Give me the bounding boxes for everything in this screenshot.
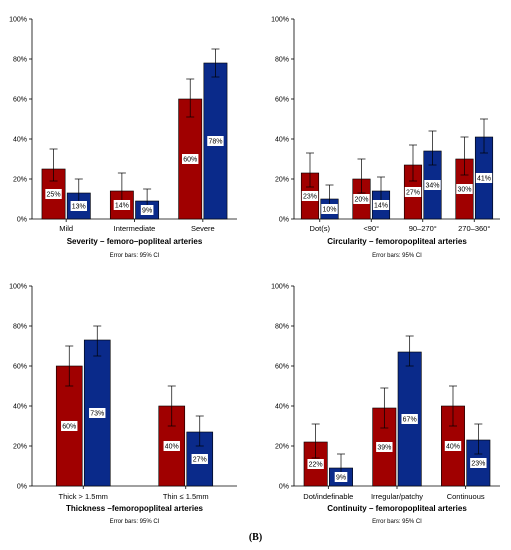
y-tick-label: 100%	[271, 17, 289, 24]
x-category-label: Intermediate	[114, 224, 156, 233]
chart-panel-4: 0% 20% 40% 60% 80% 100% Dot/indefinable 22% 9% Ir…	[271, 284, 500, 525]
data-label: 22%	[309, 462, 323, 469]
data-label-box	[182, 154, 199, 164]
data-label-box	[321, 204, 338, 214]
y-tick-label: 100%	[9, 284, 27, 291]
y-tick-label: 20%	[13, 177, 27, 184]
data-label: 14%	[374, 203, 388, 210]
data-label: 34%	[425, 183, 439, 190]
y-tick-label: 20%	[13, 444, 27, 451]
data-label-box	[140, 205, 154, 215]
data-label-box	[456, 184, 473, 194]
x-category-label: Thin ≤ 1.5mm	[163, 492, 209, 501]
data-label-box	[334, 472, 348, 482]
data-label: 67%	[403, 417, 417, 424]
data-label-box	[89, 408, 106, 418]
data-label: 23%	[303, 194, 317, 201]
chart-title: Thickness –femoropopliteal arteries	[66, 504, 203, 513]
y-tick-label: 60%	[13, 364, 27, 371]
data-label-box	[307, 459, 324, 469]
y-tick-label: 40%	[275, 404, 289, 411]
y-tick-label: 0%	[17, 484, 27, 491]
error-bars-note: Error bars: 95% CI	[372, 519, 422, 525]
data-label-box	[45, 189, 62, 199]
y-tick-label: 40%	[13, 404, 27, 411]
data-label: 9%	[142, 208, 152, 215]
data-label-box	[372, 200, 390, 210]
data-label-box	[113, 200, 131, 210]
x-category-label: Dot/indefinable	[303, 492, 353, 501]
y-tick-label: 80%	[275, 57, 289, 64]
y-tick-label: 40%	[275, 137, 289, 144]
y-tick-label: 20%	[275, 177, 289, 184]
y-tick-label: 100%	[271, 284, 289, 291]
data-label-box	[444, 441, 462, 451]
chart-panel-1: 0% 20% 40% 60% 80% 100% Mild 25% 13% Intermediate…	[9, 17, 237, 259]
data-label: 73%	[90, 411, 104, 418]
y-tick-label: 80%	[275, 324, 289, 331]
y-tick-label: 20%	[275, 444, 289, 451]
data-label: 39%	[377, 445, 391, 452]
x-category-label: 90–270°	[409, 224, 437, 233]
y-tick-label: 60%	[13, 97, 27, 104]
data-label: 40%	[165, 444, 179, 451]
data-label-box	[404, 187, 422, 197]
data-label: 30%	[457, 187, 471, 194]
chart-title: Circularity – femoropopliteal arteries	[327, 237, 467, 246]
chart-title: Severity – femoro–popliteal arteries	[67, 237, 203, 246]
x-category-label: Irregular/patchy	[371, 492, 423, 501]
x-category-label: Continuous	[447, 492, 485, 501]
data-label: 60%	[62, 424, 76, 431]
y-tick-label: 80%	[13, 57, 27, 64]
chart-panel-2: 0% 20% 40% 60% 80% 100% Dot(s) 23% 10% <90° 20% 14%…	[271, 17, 500, 259]
data-label: 27%	[406, 190, 420, 197]
data-label: 27%	[193, 457, 207, 464]
chart-title: Continuity – femoropopliteal arteries	[327, 504, 467, 513]
data-label-box	[191, 454, 208, 464]
y-tick-label: 40%	[13, 137, 27, 144]
data-label: 10%	[322, 207, 336, 214]
data-label-box	[376, 442, 393, 452]
data-label-box	[207, 136, 224, 146]
data-label: 20%	[354, 197, 368, 204]
x-category-label: <90°	[363, 224, 379, 233]
data-label: 78%	[208, 139, 222, 146]
data-label: 60%	[183, 157, 197, 164]
error-bars-note: Error bars: 95% CI	[110, 253, 160, 259]
x-category-label: Severe	[191, 224, 215, 233]
data-label-box	[353, 194, 370, 204]
y-tick-label: 0%	[279, 217, 289, 224]
chart-panel-3: 0% 20% 40% 60% 80% 100% Thick > 1.5mm 60% 73% Thi…	[9, 284, 237, 525]
data-label: 9%	[336, 475, 346, 482]
data-label-box	[301, 191, 319, 201]
error-bars-note: Error bars: 95% CI	[110, 519, 160, 525]
data-label-box	[61, 421, 78, 431]
data-label-box	[470, 458, 487, 468]
y-tick-label: 0%	[279, 484, 289, 491]
data-label: 14%	[115, 203, 129, 210]
data-label: 13%	[72, 204, 86, 211]
data-label-box	[424, 180, 441, 190]
figure-label: (B)	[248, 532, 263, 543]
data-label: 23%	[471, 461, 485, 468]
data-label-box	[70, 201, 87, 211]
data-label: 25%	[47, 192, 61, 199]
x-category-label: 270–360°	[458, 224, 490, 233]
x-category-label: Thick > 1.5mm	[59, 492, 108, 501]
y-tick-label: 60%	[275, 364, 289, 371]
data-label-box	[475, 173, 493, 183]
data-label-box	[401, 414, 418, 424]
data-label: 41%	[477, 176, 491, 183]
y-tick-label: 80%	[13, 324, 27, 331]
y-tick-label: 60%	[275, 97, 289, 104]
y-tick-label: 0%	[17, 217, 27, 224]
x-category-label: Mild	[59, 224, 73, 233]
data-label: 40%	[446, 444, 460, 451]
error-bars-note: Error bars: 95% CI	[372, 253, 422, 259]
y-tick-label: 100%	[9, 17, 27, 24]
x-category-label: Dot(s)	[310, 224, 331, 233]
data-label-box	[163, 441, 180, 451]
